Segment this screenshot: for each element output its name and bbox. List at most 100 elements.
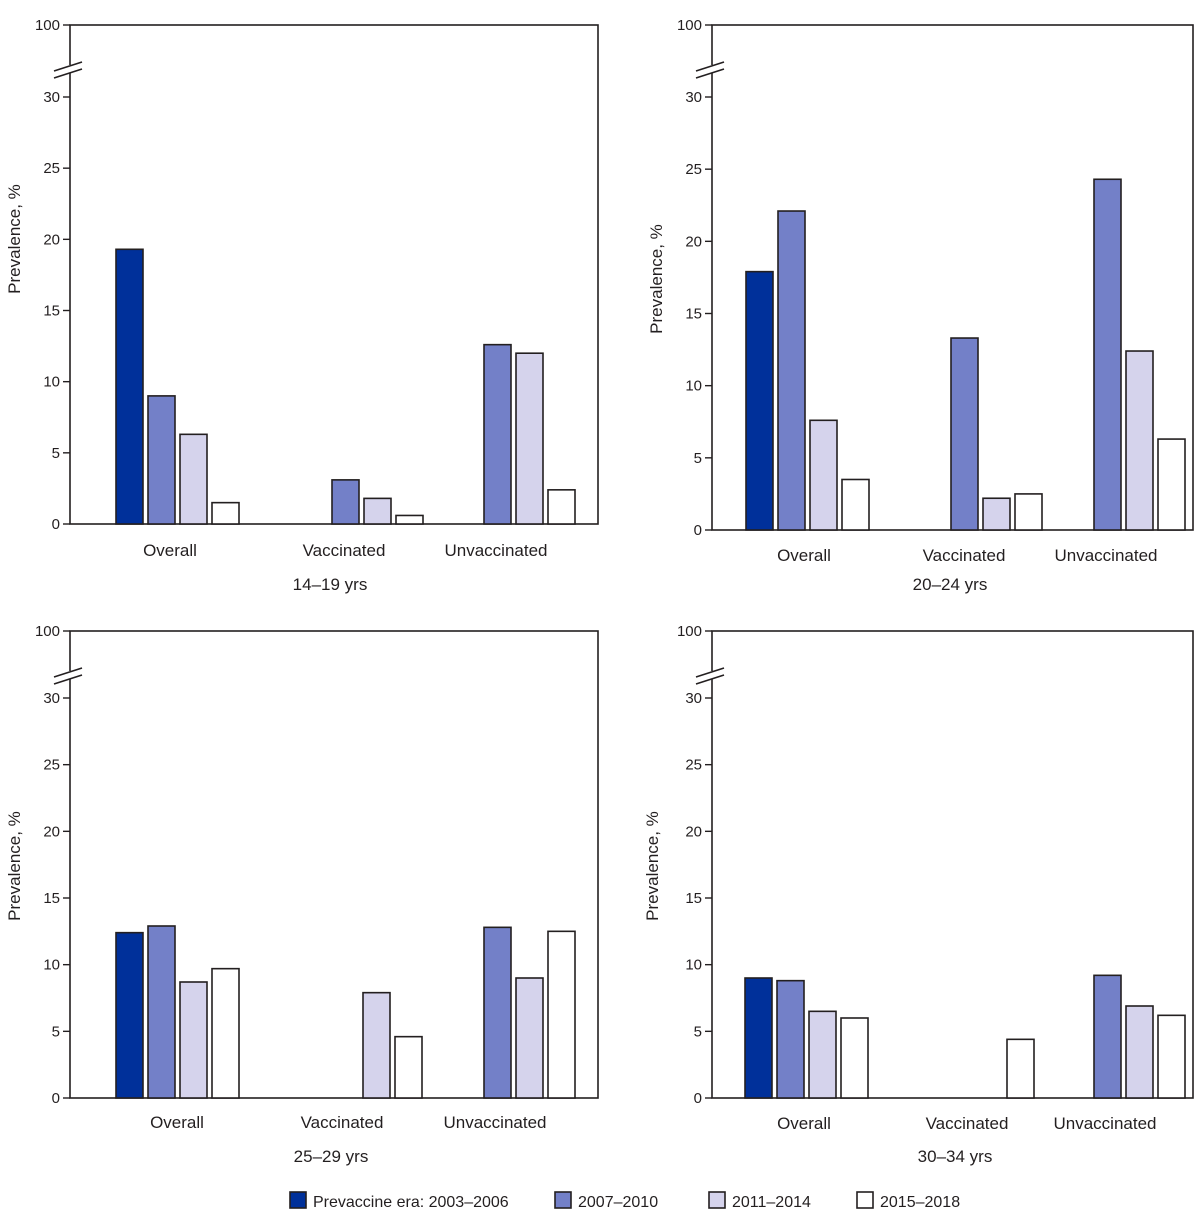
- y-tick-label: 30: [685, 690, 702, 707]
- y-tick-label: 30: [43, 89, 60, 106]
- bar-vaccinated-series-3: [982, 497, 1011, 531]
- axis-break-mark: [53, 667, 83, 678]
- y-axis-label: Prevalence, %: [647, 224, 666, 334]
- bar-vaccinated-series-3: [363, 497, 392, 525]
- bar-overall-series-3: [179, 981, 208, 1099]
- x-category-label: Vaccinated: [303, 541, 386, 560]
- bar-unvaccinated-series-2: [1093, 974, 1122, 1099]
- bar-vaccinated-series-3: [362, 991, 391, 1099]
- panel-14-19: 0 5 10 15 20 25 30 100 Prevalence, % Overall Vacci…: [5, 17, 599, 594]
- axis-break-mark: [53, 674, 83, 685]
- panel-30-34: 0 5 10 15 20 25 30 100 Prevalence, % Overall Vacci…: [643, 623, 1194, 1166]
- bar-overall-series-2: [776, 979, 805, 1099]
- y-axis-label: Prevalence, %: [5, 184, 24, 294]
- bar-vaccinated-series-4: [394, 1035, 423, 1099]
- legend-label-1: Prevaccine era: 2003–2006: [313, 1194, 509, 1211]
- bar-overall-series-1: [745, 270, 774, 531]
- bar-unvaccinated-series-4: [547, 489, 576, 525]
- x-category-label: Overall: [150, 1113, 204, 1132]
- x-category-label: Overall: [777, 546, 831, 565]
- bar-overall-series-2: [147, 925, 176, 1099]
- bar-overall-series-2: [147, 395, 176, 525]
- y-tick-label: 10: [685, 378, 702, 395]
- x-category-label: Vaccinated: [301, 1113, 384, 1132]
- panel-age-label: 25–29 yrs: [294, 1147, 369, 1166]
- y-tick-label: 25: [685, 161, 702, 178]
- bar-overall-series-1: [744, 977, 773, 1099]
- bar-overall-series-4: [211, 967, 240, 1099]
- y-tick-label: 0: [52, 1090, 60, 1107]
- legend: Prevaccine era: 2003–2006 2007–2010 2011–2…: [289, 1191, 960, 1211]
- x-category-label: Vaccinated: [926, 1114, 1009, 1133]
- bar-overall-series-3: [809, 419, 838, 531]
- y-tick-label: 20: [685, 233, 702, 250]
- bar-unvaccinated-series-2: [483, 926, 512, 1099]
- bar-vaccinated-series-4: [1006, 1038, 1035, 1099]
- legend-label-4: 2015–2018: [880, 1194, 960, 1211]
- y-tick-label: 30: [685, 89, 702, 106]
- y-tick-label: 20: [685, 823, 702, 840]
- axis-break-gap: [54, 65, 84, 73]
- y-axis-label: Prevalence, %: [643, 811, 662, 921]
- y-tick-label: 15: [685, 306, 702, 323]
- y-tick-label: 30: [43, 690, 60, 707]
- bar-overall-series-4: [211, 501, 240, 525]
- axis-break-gap: [696, 671, 726, 679]
- legend-swatch-1: [289, 1191, 307, 1209]
- y-tick-label: 10: [43, 374, 60, 391]
- panel-age-label: 14–19 yrs: [293, 575, 368, 594]
- bar-vaccinated-series-2: [331, 479, 360, 525]
- panel-age-label: 30–34 yrs: [918, 1147, 993, 1166]
- bar-vaccinated-series-2: [950, 337, 979, 531]
- bar-vaccinated-series-4: [1014, 493, 1043, 531]
- legend-label-2: 2007–2010: [578, 1194, 658, 1211]
- legend-label-3: 2011–2014: [732, 1194, 811, 1211]
- x-category-label: Unvaccinated: [1054, 546, 1157, 565]
- bar-vaccinated-series-4: [395, 514, 424, 525]
- bar-unvaccinated-series-4: [1157, 1014, 1186, 1099]
- y-tick-label: 5: [694, 450, 702, 467]
- y-tick-label: 25: [43, 757, 60, 774]
- y-tick-label: 25: [43, 160, 60, 177]
- y-tick-label-top: 100: [677, 623, 702, 640]
- y-tick-label: 25: [685, 757, 702, 774]
- y-axis-label: Prevalence, %: [5, 811, 24, 921]
- axis-break-mark: [53, 68, 83, 79]
- bar-unvaccinated-series-4: [1157, 438, 1186, 531]
- y-tick-label: 10: [685, 957, 702, 974]
- y-tick-label-top: 100: [677, 17, 702, 34]
- y-tick-label-top: 100: [35, 17, 60, 34]
- bar-unvaccinated-series-2: [1093, 178, 1122, 531]
- bar-unvaccinated-series-3: [515, 977, 544, 1099]
- y-tick-label: 10: [43, 957, 60, 974]
- bar-unvaccinated-series-3: [1125, 350, 1154, 531]
- y-tick-label: 5: [694, 1023, 702, 1040]
- bar-overall-series-2: [777, 210, 806, 531]
- x-category-label: Overall: [143, 541, 197, 560]
- bar-unvaccinated-series-2: [483, 343, 512, 525]
- bar-unvaccinated-series-3: [515, 352, 544, 525]
- y-tick-label: 5: [52, 1023, 60, 1040]
- y-tick-label: 20: [43, 231, 60, 248]
- y-tick-label-top: 100: [35, 623, 60, 640]
- y-tick-label: 0: [694, 1090, 702, 1107]
- y-tick-label: 5: [52, 445, 60, 462]
- x-category-label: Overall: [777, 1114, 831, 1133]
- y-tick-label: 0: [52, 516, 60, 533]
- bar-unvaccinated-series-3: [1125, 1005, 1154, 1099]
- axis-break-gap: [696, 65, 726, 73]
- bar-overall-series-4: [840, 1017, 869, 1099]
- x-category-label: Unvaccinated: [443, 1113, 546, 1132]
- axis-break-mark: [695, 667, 725, 678]
- bar-overall-series-3: [179, 433, 208, 525]
- axis-break-gap: [54, 671, 84, 679]
- y-tick-label: 15: [43, 303, 60, 320]
- y-tick-label: 0: [694, 522, 702, 539]
- axis-break-mark: [695, 68, 725, 79]
- x-category-label: Unvaccinated: [444, 541, 547, 560]
- x-category-label: Unvaccinated: [1053, 1114, 1156, 1133]
- y-tick-label: 15: [43, 890, 60, 907]
- bar-unvaccinated-series-4: [547, 930, 576, 1099]
- x-category-label: Vaccinated: [923, 546, 1006, 565]
